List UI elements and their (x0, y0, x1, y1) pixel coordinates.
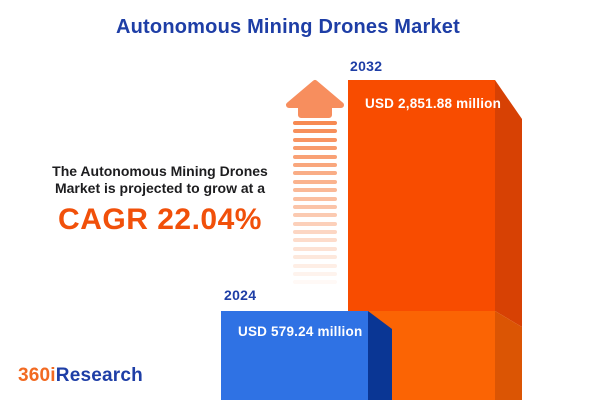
arrow-dash (293, 213, 337, 218)
bar-2024 (221, 311, 392, 400)
arrow-dash (293, 221, 337, 226)
bar-2024-front-face (221, 311, 368, 400)
logo-360iresearch: 360iResearch (18, 365, 143, 387)
arrow-dash (293, 154, 337, 159)
bar-2024-value-label: USD 579.24 million (238, 324, 363, 339)
arrow-dash (293, 230, 337, 235)
arrow-dash (293, 246, 337, 251)
arrow-dash (293, 238, 337, 243)
logo-suffix: Research (55, 365, 143, 386)
bar-2032-year-label: 2032 (350, 58, 383, 74)
arrow-dash (293, 171, 337, 176)
arrow-dashes (284, 121, 346, 285)
arrow-dash (293, 196, 337, 201)
arrow-dash (293, 263, 337, 268)
bar-2032-value-label: USD 2,851.88 million (365, 96, 502, 111)
cagr-value: CAGR 22.04% (58, 203, 262, 236)
bar-2032 (348, 80, 522, 400)
arrow-dash (293, 204, 337, 209)
arrow-dash (293, 179, 337, 184)
bar-2032-side-face (495, 80, 522, 327)
arrow-dash (293, 162, 337, 167)
growth-arrow-icon (284, 79, 346, 291)
arrow-dash (293, 280, 337, 285)
bar-2024-side-face (368, 311, 392, 400)
arrow-dash (293, 255, 337, 260)
bar-2032-front-face (348, 80, 495, 311)
arrow-head-icon (286, 80, 344, 118)
growth-description: The Autonomous Mining Drones Market is p… (20, 163, 300, 237)
bar-2024-year-label: 2024 (224, 287, 257, 303)
bar-2032-light-side-face (495, 311, 522, 400)
description-line-1: The Autonomous Mining Drones (52, 163, 268, 179)
arrow-dash (293, 137, 337, 142)
description-line-2: Market is projected to grow at a (54, 180, 266, 196)
logo-prefix: 360i (18, 365, 56, 386)
arrow-dash (293, 129, 337, 134)
arrow-dash (293, 188, 337, 193)
chart-title: Autonomous Mining Drones Market (116, 16, 460, 38)
arrow-dash (293, 146, 337, 151)
arrow-dash (293, 272, 337, 277)
arrow-dash (293, 121, 337, 125)
